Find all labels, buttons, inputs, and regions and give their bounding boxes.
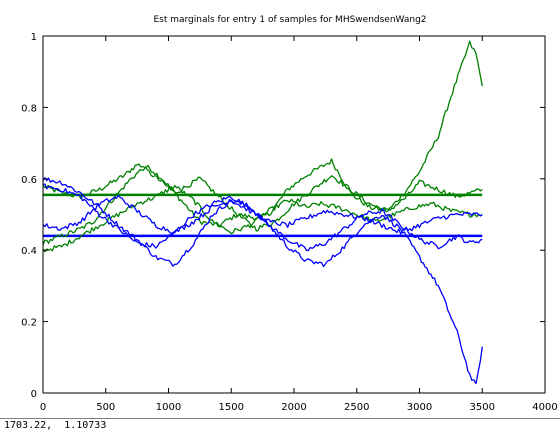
x-tick-label: 1000: [156, 402, 181, 413]
y-tick-label: 0.8: [21, 103, 37, 114]
y-tick-label: 0.2: [21, 318, 37, 329]
x-tick-label: 2000: [281, 402, 306, 413]
series-layer: [42, 40, 483, 385]
chart-title: Est marginals for entry 1 of samples for…: [153, 15, 426, 25]
x-tick-label: 3000: [407, 402, 432, 413]
series-line-1: [42, 40, 483, 227]
x-tick-label: 2500: [344, 402, 369, 413]
series-line-6: [42, 194, 483, 235]
cursor-coordinates: 1703.22, 1.10733: [4, 420, 107, 431]
axes-layer: 0 500 1000 1500 2000 2500 3000 3500 4000 0 0.2 0.4 0…: [21, 32, 558, 413]
y-tick-label: 1: [31, 32, 37, 43]
series-line-2: [42, 166, 483, 246]
status-bar: 1703.22, 1.10733: [0, 418, 560, 433]
y-tick-label: 0: [31, 389, 37, 400]
line-chart: Est marginals for entry 1 of samples for…: [21, 15, 558, 413]
x-tick-label: 4000: [532, 402, 557, 413]
axes-box: [42, 35, 546, 394]
x-tick-label: 500: [96, 402, 115, 413]
x-tick-label: 0: [40, 402, 46, 413]
y-tick-label: 0.4: [21, 246, 37, 257]
x-tick-label: 3500: [470, 402, 495, 413]
x-tick-label: 1500: [219, 402, 244, 413]
plot-window: Est marginals for entry 1 of samples for…: [21, 15, 558, 413]
series-line-3: [42, 184, 483, 253]
y-tick-label: 0.6: [21, 175, 37, 186]
